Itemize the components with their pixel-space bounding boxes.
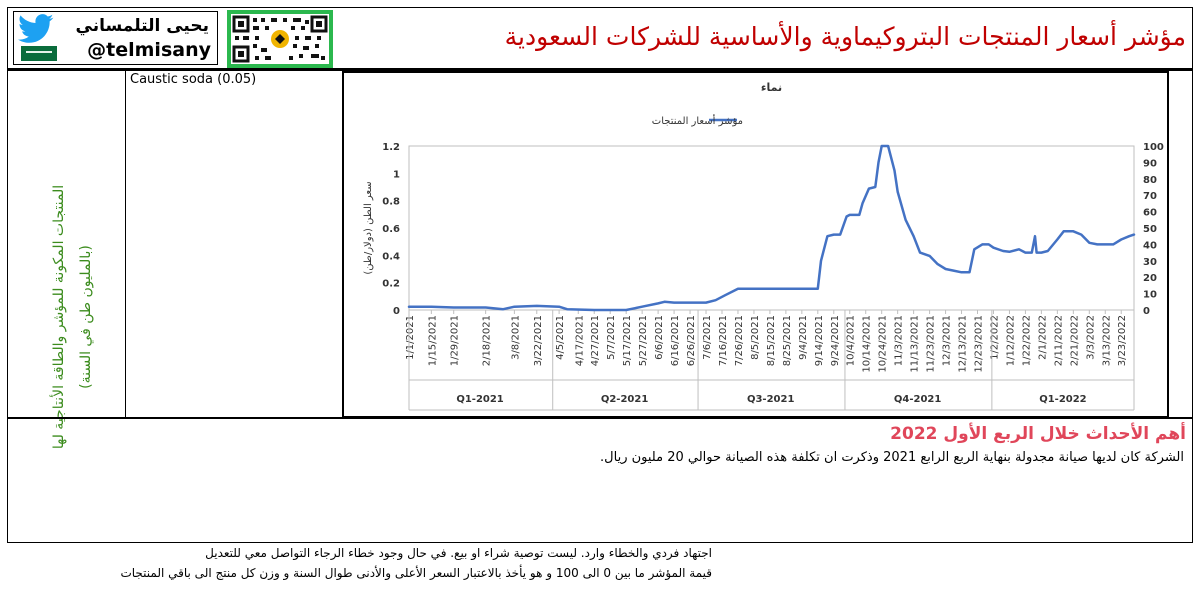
x-tick-label: 2/18/2021 (482, 315, 493, 366)
flag-icon (21, 46, 57, 61)
x-tick-label: 7/26/2021 (734, 315, 745, 366)
index-explanation-text: قيمة المؤشر ما بين 0 الى 100 و هو يأخذ ب… (120, 566, 712, 580)
x-tick-label: 8/5/2021 (750, 315, 761, 360)
chart-panel: نماء مؤشر أسعار المنتجات 0 0.2 0.4 0.6 0.8 1 1.2… (342, 71, 1169, 418)
x-tick-label: 1/12/2022 (1005, 315, 1016, 366)
x-tick-label: 3/13/2022 (1101, 315, 1112, 366)
x-tick-label: 7/6/2021 (702, 315, 713, 360)
author-handle: @telmisany (87, 39, 211, 61)
x-tick-label: 10/4/2021 (846, 315, 857, 366)
disclaimer-text: اجتهاد فردي والخطاء وارد. ليست توصية شرا… (205, 546, 712, 560)
x-tick-label: 3/22/2021 (533, 315, 544, 366)
x-tick-label: 2/21/2022 (1069, 315, 1080, 366)
x-tick-label: 11/13/2021 (910, 315, 921, 373)
y-right-tick-label: 10 (1143, 290, 1157, 301)
y-right-tick-label: 60 (1143, 208, 1157, 219)
x-tick-label: 3/8/2021 (510, 315, 521, 360)
price-index-chart: نماء مؤشر أسعار المنتجات 0 0.2 0.4 0.6 0.8 1 1.2… (363, 81, 1164, 411)
x-tick-label: 1/2/2022 (989, 315, 1000, 360)
y-left-tick-label: 1 (393, 169, 400, 180)
quarter-label: Q1-2021 (456, 394, 503, 405)
y-right-tick-label: 0 (1143, 306, 1150, 317)
x-tick-label: 6/6/2021 (654, 315, 665, 360)
y-right-tick-label: 90 (1143, 158, 1157, 169)
x-tick-label: 5/7/2021 (606, 315, 617, 360)
quarter-label: Q1-2022 (1039, 394, 1086, 405)
report-frame (7, 7, 1193, 543)
x-tick-label: 6/16/2021 (670, 315, 681, 366)
legend-label: مؤشر أسعار المنتجات (652, 114, 743, 127)
x-tick-label: 12/13/2021 (958, 315, 969, 373)
y-right-tick-label: 40 (1143, 240, 1157, 251)
x-tick-label: 1/29/2021 (450, 315, 461, 366)
x-tick-label: 11/23/2021 (926, 315, 937, 373)
section-divider (7, 417, 1193, 419)
events-text: الشركة كان لديها صيانة مجدولة بنهاية الر… (600, 450, 1184, 465)
x-tick-label: 5/27/2021 (638, 315, 649, 366)
x-tick-label: 1/1/2021 (405, 315, 416, 360)
x-tick-label: 11/3/2021 (894, 315, 905, 366)
y-right-tick-label: 70 (1143, 191, 1157, 202)
y-right-tick-label: 30 (1143, 257, 1157, 268)
y-left-tick-label: 0.8 (382, 197, 400, 208)
x-tick-label: 1/22/2022 (1021, 315, 1032, 366)
qr-code-icon (227, 10, 333, 68)
header-divider (7, 68, 1193, 71)
y-left-tick-label: 0 (393, 306, 400, 317)
y-left-tick-label: 0.4 (382, 251, 400, 262)
x-tick-label: 9/14/2021 (814, 315, 825, 366)
x-tick-label: 4/17/2021 (574, 315, 585, 366)
x-tick-label: 2/1/2022 (1037, 315, 1048, 360)
twitter-bird-icon (18, 14, 54, 43)
qr-code-pattern (231, 14, 329, 64)
y-right-tick-label: 20 (1143, 273, 1157, 284)
x-tick-label: 4/27/2021 (590, 315, 601, 366)
x-tick-label: 5/17/2021 (622, 315, 633, 366)
x-tick-label: 7/16/2021 (718, 315, 729, 366)
x-tick-label: 12/23/2021 (974, 315, 985, 373)
x-tick-label: 1/15/2021 (427, 315, 438, 366)
y-right-tick-label: 50 (1143, 224, 1157, 235)
x-tick-label: 8/15/2021 (766, 315, 777, 366)
x-tick-label: 3/3/2022 (1085, 315, 1096, 360)
chart-title: نماء (761, 81, 782, 94)
author-name: يحيى التلمساني (75, 16, 209, 36)
x-tick-label: 3/23/2022 (1117, 315, 1128, 366)
y-left-tick-label: 0.6 (382, 224, 400, 235)
y-axis-label: سعر الطن (دولار/طن) (363, 181, 374, 274)
x-tick-label: 8/25/2021 (782, 315, 793, 366)
x-tick-label: 9/4/2021 (798, 315, 809, 360)
x-tick-label: 10/24/2021 (878, 315, 889, 373)
y-left-tick-label: 0.2 (382, 279, 400, 290)
products-capacity-caption: المنتجات المكونة للمؤشر والطاقة الأنتاجي… (51, 184, 94, 450)
page-title: مؤشر أسعار المنتجات البتروكيماوية والأسا… (504, 22, 1186, 51)
quarter-label: Q2-2021 (601, 394, 648, 405)
x-tick-label: 10/14/2021 (862, 315, 873, 373)
series-line (407, 144, 1136, 312)
x-tick-label: 12/3/2021 (942, 315, 953, 366)
events-title: أهم الأحداث خلال الربع الأول 2022 (890, 424, 1186, 444)
author-badge: يحيى التلمساني @telmisany (13, 11, 218, 65)
y-left-tick-label: 1.2 (382, 142, 400, 153)
x-tick-label: 6/26/2021 (686, 315, 697, 366)
y-right-tick-label: 100 (1143, 142, 1164, 153)
x-tick-label: 2/11/2022 (1053, 315, 1064, 366)
left-panel: المنتجات المكونة للمؤشر والطاقة الأنتاجي… (7, 71, 126, 449)
y-right-tick-label: 80 (1143, 175, 1157, 186)
x-tick-label: 9/24/2021 (830, 315, 841, 366)
quarter-label: Q3-2021 (747, 394, 794, 405)
product-item: Caustic soda (0.05) (130, 72, 257, 87)
plot-area (408, 145, 1135, 311)
quarter-label: Q4-2021 (894, 394, 941, 405)
x-tick-label: 4/5/2021 (555, 315, 566, 360)
